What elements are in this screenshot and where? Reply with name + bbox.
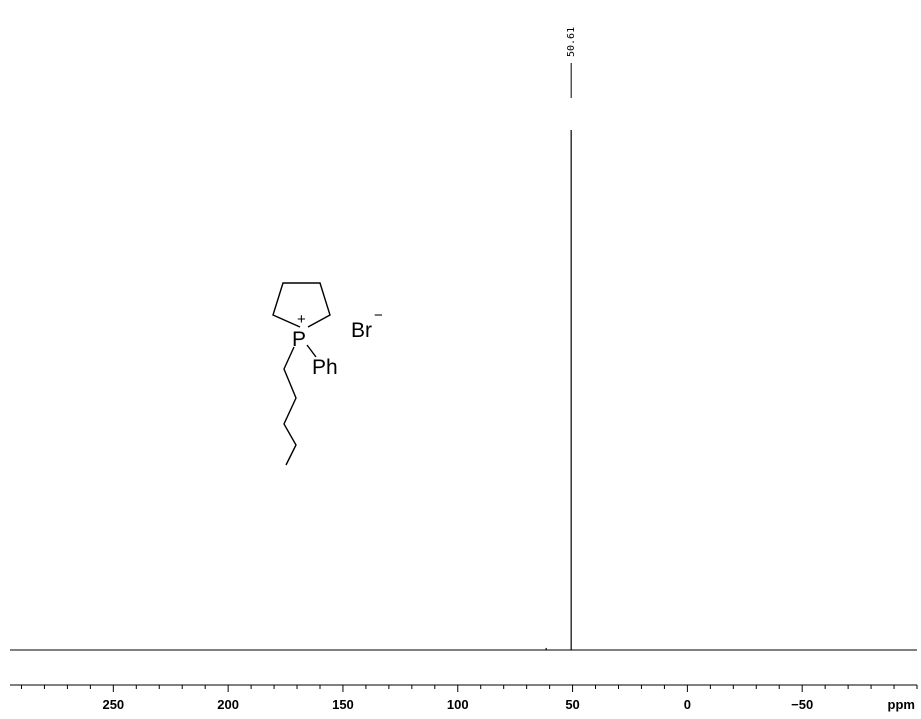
- phospholane-ring: [272, 282, 331, 328]
- x-tick-label: 50: [565, 697, 579, 712]
- x-tick-label: −50: [791, 697, 813, 712]
- x-tick-label: 100: [447, 697, 469, 712]
- cation-charge: +: [297, 311, 306, 328]
- peak-label: 50.61: [566, 27, 577, 57]
- x-unit-label: ppm: [888, 697, 915, 712]
- bromide-charge: −: [374, 307, 383, 324]
- butyl-chain: [283, 346, 297, 466]
- plot-area: 50.61 250 200 150 100 50 0 −50 ppm: [10, 27, 918, 712]
- x-tick-label: 0: [684, 697, 691, 712]
- bromide-label: Br: [351, 319, 372, 342]
- phenyl-label: Ph: [312, 356, 338, 379]
- x-tick-label: 250: [102, 697, 124, 712]
- x-tick-label: 200: [217, 697, 239, 712]
- phosphorus-atom: P: [292, 328, 306, 351]
- x-tick-label: 150: [332, 697, 354, 712]
- molecule-structure: + P Ph Br −: [272, 282, 383, 466]
- phenyl-bond: [306, 344, 317, 358]
